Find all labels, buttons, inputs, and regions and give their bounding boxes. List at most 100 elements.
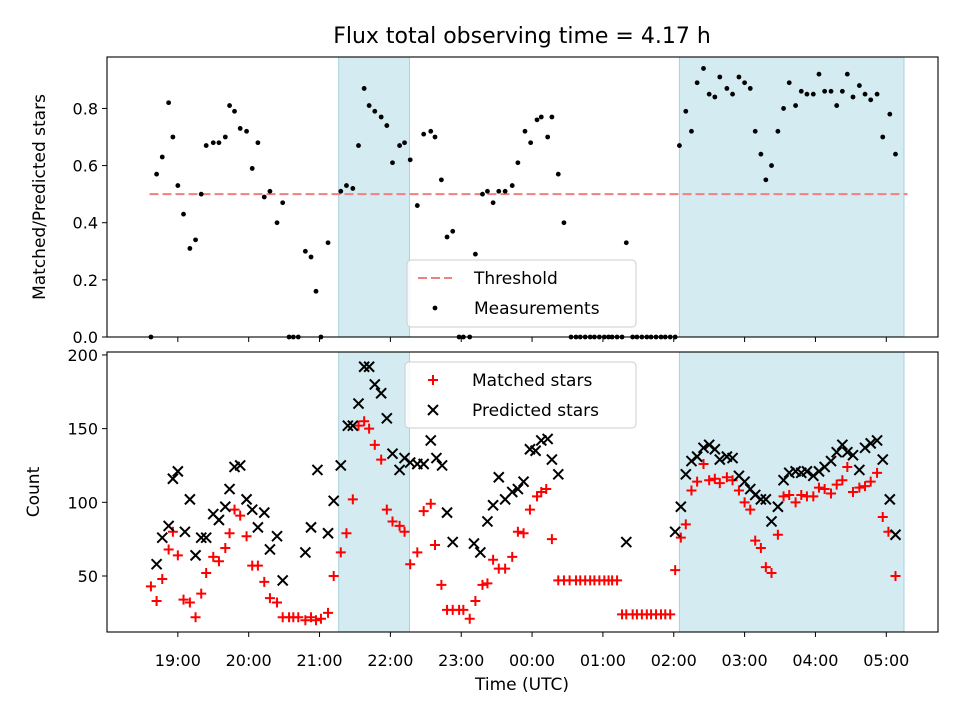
measurement-point xyxy=(683,108,689,114)
observing-window-0-1 xyxy=(678,56,905,338)
predicted-stars-point xyxy=(386,447,399,460)
legend-label: Threshold xyxy=(473,269,558,289)
matched-stars-point xyxy=(541,484,552,495)
matched-stars-point xyxy=(847,487,858,497)
predicted-stars-point xyxy=(179,526,191,538)
measurement-point xyxy=(255,140,261,146)
predicted-stars-point xyxy=(299,546,312,559)
matched-stars-point xyxy=(808,491,819,502)
measurement-point xyxy=(828,88,834,94)
measurement-point xyxy=(485,188,490,194)
matched-stars-point xyxy=(369,439,380,450)
measurement-point xyxy=(450,228,456,234)
observing-window-0-0 xyxy=(338,56,411,338)
measurement-point xyxy=(810,91,816,97)
predicted-stars-point xyxy=(493,471,505,483)
predicted-stars-point xyxy=(884,493,896,506)
x-tick-label: 04:00 xyxy=(792,651,838,670)
predicted-stars-point xyxy=(830,446,843,458)
matched-stars-point xyxy=(790,497,801,508)
predicted-stars-point xyxy=(184,493,196,506)
bottom-panel-y-axis-label: Count xyxy=(24,466,44,517)
matched-stars-point xyxy=(772,529,783,540)
predicted-stars-point xyxy=(481,515,494,528)
predicted-stars-point xyxy=(726,452,739,464)
measurement-point xyxy=(280,200,286,206)
predicted-stars-point xyxy=(393,464,406,476)
measurement-point xyxy=(232,108,237,114)
predicted-stars-point xyxy=(675,501,687,513)
x-tick-label: 22:00 xyxy=(367,651,413,670)
x-tick-label: 02:00 xyxy=(651,651,697,670)
matched-stars-point xyxy=(721,472,732,483)
predicted-stars-point xyxy=(825,455,837,467)
matched-stars-point xyxy=(235,510,246,521)
measurement-point xyxy=(397,143,402,148)
matched-stars-point xyxy=(184,597,195,608)
matched-stars-point xyxy=(831,479,842,490)
measurement-point xyxy=(444,234,450,240)
predicted-stars-point xyxy=(755,493,767,506)
matched-stars-point xyxy=(686,485,697,496)
predicted-stars-point xyxy=(369,378,381,391)
measurement-point xyxy=(868,97,874,103)
y-tick-label: 50 xyxy=(78,567,98,586)
measurement-point xyxy=(350,186,356,191)
predicted-stars-point xyxy=(252,521,264,534)
measurement-point xyxy=(747,86,753,91)
measurement-point xyxy=(325,240,331,246)
matched-stars-point xyxy=(813,482,824,493)
measurement-point xyxy=(472,251,478,257)
measurement-point xyxy=(712,94,718,100)
matched-stars-point xyxy=(353,420,364,431)
measurement-point xyxy=(856,83,862,88)
measurement-point xyxy=(361,86,367,91)
measurement-point xyxy=(249,166,255,171)
matched-stars-point xyxy=(264,593,275,604)
predicted-stars-point xyxy=(691,450,703,463)
measurement-point xyxy=(555,171,561,177)
predicted-stars-point xyxy=(853,464,866,476)
observing-window-1-1 xyxy=(678,351,905,633)
x-axis-label: Time (UTC) xyxy=(474,675,569,695)
measurement-point xyxy=(834,103,840,108)
matched-stars-point xyxy=(252,560,263,571)
predicted-stars-point xyxy=(305,521,317,534)
predicted-stars-point xyxy=(512,483,524,495)
top-panel-y-axis-label: Matched/Predicted stars xyxy=(30,94,50,300)
matched-stars-point xyxy=(172,550,183,561)
predicted-stars-point xyxy=(841,446,854,458)
measurement-point xyxy=(244,128,249,134)
matched-stars-point xyxy=(482,578,493,589)
predicted-stars-point xyxy=(189,549,202,562)
predicted-stars-point xyxy=(436,459,448,472)
predicted-stars-point xyxy=(801,465,813,478)
matched-stars-point xyxy=(178,594,189,605)
predicted-stars-point xyxy=(777,474,790,486)
predicted-stars-point xyxy=(765,515,778,528)
matched-stars-point xyxy=(670,565,681,576)
predicted-stars-point xyxy=(234,459,246,472)
measurement-point xyxy=(198,191,204,197)
matched-stars-point xyxy=(665,609,676,620)
predicted-stars-point xyxy=(200,531,212,544)
measurement-point xyxy=(706,91,712,97)
matched-stars-point xyxy=(477,579,488,590)
measurement-point xyxy=(717,74,723,80)
measurement-point xyxy=(758,151,764,157)
predicted-stars-point xyxy=(760,493,772,506)
matched-stars-point xyxy=(860,481,871,492)
matched-stars-point xyxy=(546,534,557,545)
matched-stars-point xyxy=(877,512,888,523)
predicted-stars-point xyxy=(172,465,184,478)
matched-stars-point xyxy=(796,489,807,500)
predicted-stars-point xyxy=(258,506,270,519)
matched-stars-point xyxy=(760,562,771,573)
predicted-stars-point xyxy=(430,452,443,464)
measurement-point xyxy=(378,114,384,120)
matched-stars-point xyxy=(458,604,469,615)
matched-stars-point xyxy=(470,596,481,607)
panel-frame-1 xyxy=(106,351,939,633)
x-tick-label: 23:00 xyxy=(438,651,484,670)
predicted-stars-point xyxy=(342,419,354,432)
